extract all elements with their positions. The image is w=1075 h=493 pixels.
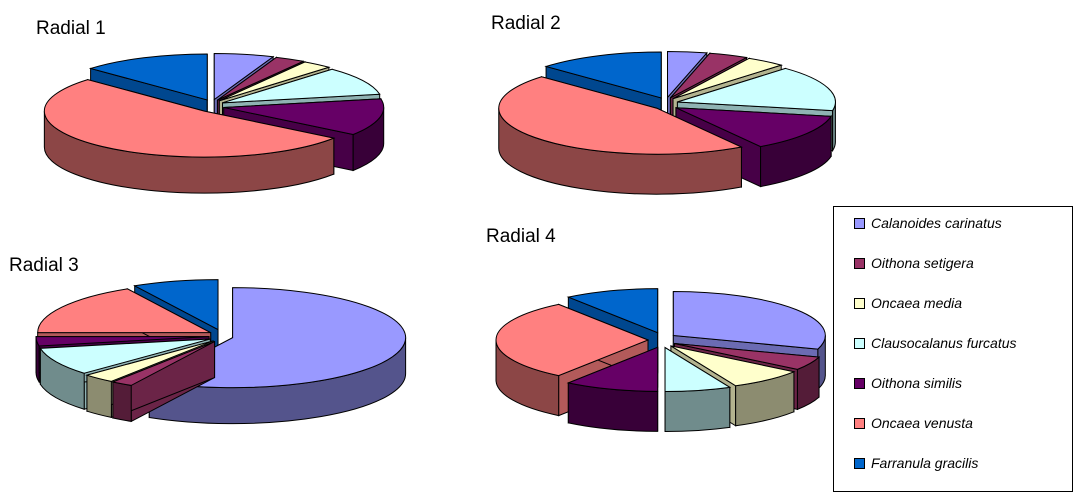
legend-label: Calanoides carinatus: [871, 215, 1002, 231]
pie-slice-top: [35, 336, 210, 347]
pie-slice-top: [667, 50, 708, 99]
legend-label: Oithona similis: [871, 375, 963, 391]
legend-swatch: [854, 337, 865, 349]
legend-swatch: [854, 377, 865, 389]
legend-label: Oncaea media: [871, 295, 963, 311]
pie-slice-top: [219, 61, 331, 102]
legend-entry: Oncaea media: [854, 293, 962, 313]
pie-slice-top: [566, 346, 659, 392]
pie-slice-top: [111, 341, 215, 386]
pie-slice-top: [672, 290, 826, 350]
chart-title: Radial 4: [486, 226, 556, 247]
pie-slice-rim: [664, 386, 731, 433]
pie-slice-top: [88, 53, 208, 101]
legend-label: Clausocalanus furcatus: [871, 335, 1017, 351]
pie-slice-top: [674, 342, 821, 370]
pie-slice-rim: [112, 381, 132, 422]
pie-slice-top: [495, 303, 650, 377]
legend-label: Oncaea venusta: [871, 415, 973, 431]
pie-slice-top: [223, 98, 385, 135]
chart-title: Radial 1: [36, 18, 106, 39]
pie-slice-top: [217, 56, 305, 101]
legend-swatch: [854, 217, 865, 229]
pie-slice-top: [133, 279, 219, 331]
pie-slice-top: [498, 76, 744, 155]
pie-slice: [664, 346, 732, 433]
pie-slice: [43, 78, 336, 194]
pie-slice-top: [672, 57, 783, 100]
pie-chart: [43, 53, 385, 194]
pie-slice-top: [85, 340, 214, 382]
legend-swatch: [854, 457, 865, 469]
pie-slice: [111, 340, 216, 423]
chart-title: Radial 3: [9, 255, 79, 276]
pie-slice-top: [677, 67, 836, 112]
pie-chart: [495, 288, 826, 433]
pie-slice-top: [670, 52, 749, 99]
pie-slice-top: [213, 53, 275, 101]
pie-slice-rim: [86, 374, 112, 419]
legend: Calanoides carinatus Oithona setigera Onca…: [833, 206, 1073, 492]
pie-slice-top: [37, 288, 211, 334]
pie-slice: [498, 76, 744, 195]
pie-slice-top: [664, 346, 732, 393]
pie-slice-top: [544, 51, 662, 99]
pie-slice-top: [222, 68, 381, 104]
legend-swatch: [854, 297, 865, 309]
pie-slice-top: [566, 288, 659, 334]
legend-swatch: [854, 417, 865, 429]
pie-slice-top: [43, 79, 336, 158]
pie-chart: [35, 279, 407, 425]
legend-entry: Oithona similis: [854, 373, 962, 393]
pie-slice: [670, 345, 796, 427]
pie-slice: [566, 346, 659, 432]
pie-chart: [498, 50, 836, 195]
legend-entry: Farranula gracilis: [854, 453, 978, 473]
legend-label: Oithona setigera: [871, 255, 974, 271]
legend-entry: Oithona setigera: [854, 253, 974, 273]
legend-entry: Calanoides carinatus: [854, 213, 1002, 233]
legend-entry: Oncaea venusta: [854, 413, 973, 433]
pie-slice-top: [670, 345, 796, 387]
pie-slice-top: [39, 338, 211, 374]
legend-label: Farranula gracilis: [871, 455, 979, 471]
legend-entry: Clausocalanus furcatus: [854, 333, 1017, 353]
pie-slice-top: [675, 107, 833, 148]
legend-swatch: [854, 257, 865, 269]
chart-title: Radial 2: [491, 13, 561, 34]
